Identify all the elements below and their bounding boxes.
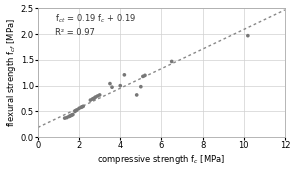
Point	[92, 97, 97, 99]
Point	[80, 106, 85, 108]
Point	[110, 86, 114, 89]
Point	[70, 114, 74, 116]
Point	[68, 115, 72, 117]
Point	[66, 115, 71, 118]
Point	[88, 99, 93, 101]
Point	[138, 85, 143, 88]
Point	[71, 113, 75, 116]
Point	[142, 74, 147, 77]
X-axis label: compressive strength f$_c$ [MPa]: compressive strength f$_c$ [MPa]	[97, 153, 225, 166]
Y-axis label: flexural strength f$_{cf}$ [MPa]: flexural strength f$_{cf}$ [MPa]	[5, 18, 18, 127]
Point	[95, 95, 100, 97]
Point	[122, 74, 127, 76]
Point	[68, 114, 73, 117]
Text: f$_{ct}$ = 0.19 f$_c$ + 0.19
R² = 0.97: f$_{ct}$ = 0.19 f$_c$ + 0.19 R² = 0.97	[55, 12, 137, 37]
Point	[64, 116, 69, 119]
Point	[118, 84, 123, 87]
Point	[134, 94, 139, 96]
Point	[97, 94, 102, 96]
Point	[62, 117, 67, 120]
Point	[140, 75, 145, 78]
Point	[73, 110, 77, 113]
Point	[169, 60, 174, 63]
Point	[77, 107, 81, 110]
Point	[91, 97, 96, 100]
Point	[81, 105, 86, 108]
Point	[245, 34, 250, 37]
Point	[79, 106, 83, 109]
Point	[93, 96, 98, 98]
Point	[75, 109, 79, 111]
Point	[108, 82, 112, 85]
Point	[90, 98, 95, 100]
Point	[74, 109, 78, 112]
